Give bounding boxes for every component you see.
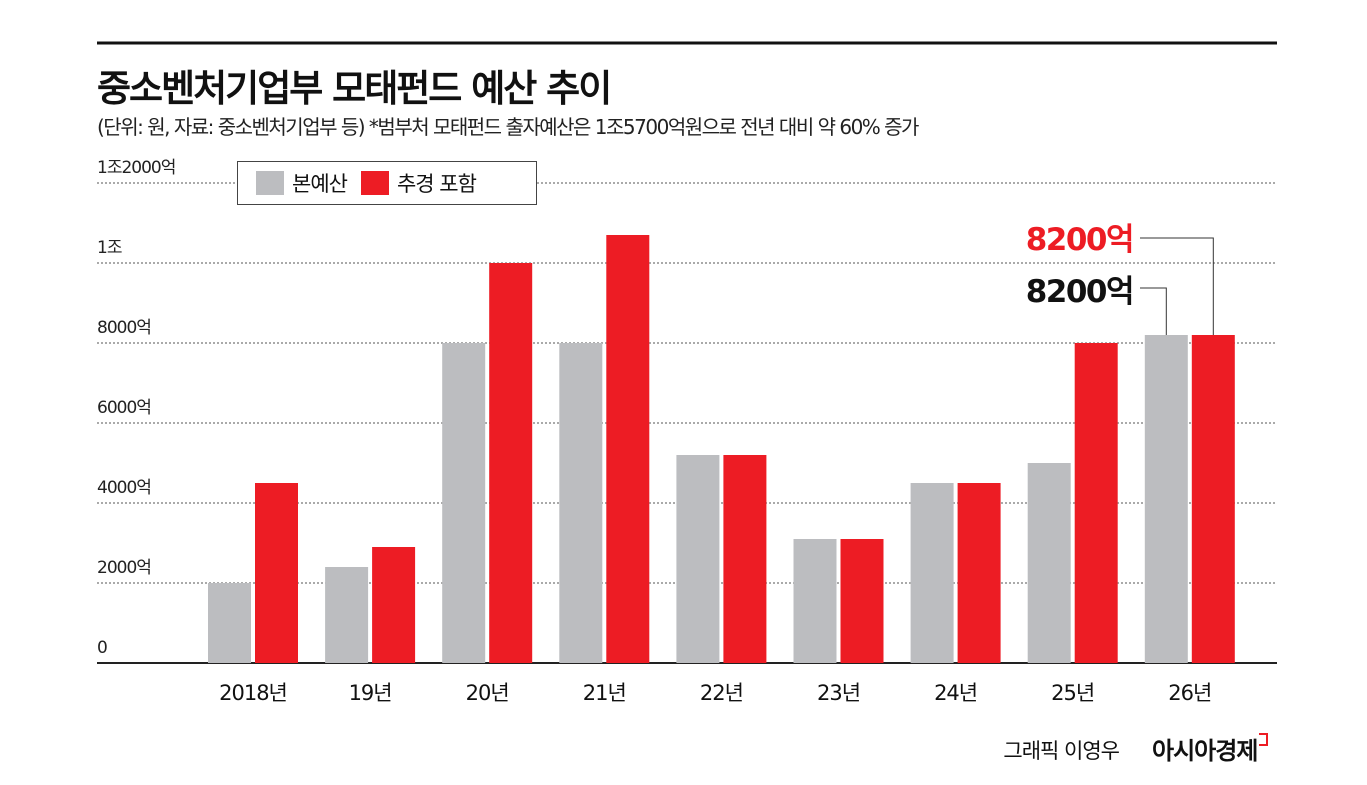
x-tick-label: 26년 [1168,681,1211,705]
y-tick-label: 8000억 [97,318,151,338]
annotation-leader [1140,237,1214,335]
x-tick-label: 21년 [583,681,626,705]
legend-label: 본예산 [292,172,348,196]
bar-base [793,539,837,663]
bar-supplementary [255,483,298,663]
x-tick-label: 25년 [1051,681,1094,705]
legend-label: 추경 포함 [396,172,477,196]
legend-swatch [360,171,389,195]
credit: 그래픽 이영우 [1003,735,1259,765]
bar-base [910,483,954,663]
x-tick-label: 2018년 [219,681,287,705]
x-tick-label: 22년 [700,681,743,705]
legend-swatch [256,171,284,195]
legend-item-supplementary: 추경 포함 [360,168,477,198]
bar-supplementary [723,455,767,663]
bar-base [1027,463,1071,663]
chart-title: 중소벤처기업부 모태펀드 예산 추이 [97,67,612,110]
bar-base [442,343,486,663]
chart-subtitle: (단위: 원, 자료: 중소벤처기업부 등) *범부처 모태펀드 출자예산은 1… [97,115,919,139]
bar-supplementary [1191,335,1235,663]
y-tick-label: 0 [97,638,107,658]
x-tick-label: 23년 [817,681,860,705]
brand-text: 아시아경제 [1152,737,1258,765]
bar-base [208,583,251,663]
bar-supplementary [840,539,884,663]
bar-supplementary [372,547,416,663]
y-tick-label: 6000억 [97,398,151,418]
annotation-leader [1140,287,1167,335]
brand-logo: 아시아경제 [1152,731,1269,766]
x-tick-label: 19년 [349,681,392,705]
y-tick-label: 4000억 [97,478,151,498]
annotation-label-supplementary: 8200억 [1026,222,1133,258]
bar-base [1144,335,1188,663]
credit-text: 그래픽 이영우 [1003,739,1120,763]
y-tick-label: 1조 [97,238,122,258]
annotation-label-base: 8200억 [1026,274,1133,310]
bar-base [325,567,369,663]
bar-base [559,343,603,663]
y-tick-label: 2000억 [97,558,151,578]
bar-supplementary [957,483,1001,663]
y-tick-label: 1조2000억 [97,158,175,178]
bar-supplementary [1074,343,1118,663]
x-tick-label: 24년 [934,681,977,705]
legend: 본예산 추경 포함 [237,161,537,205]
legend-item-base: 본예산 [256,168,348,198]
bar-supplementary [489,263,533,663]
bar-supplementary [606,235,650,663]
x-tick-label: 20년 [466,681,509,705]
bar-base [676,455,720,663]
